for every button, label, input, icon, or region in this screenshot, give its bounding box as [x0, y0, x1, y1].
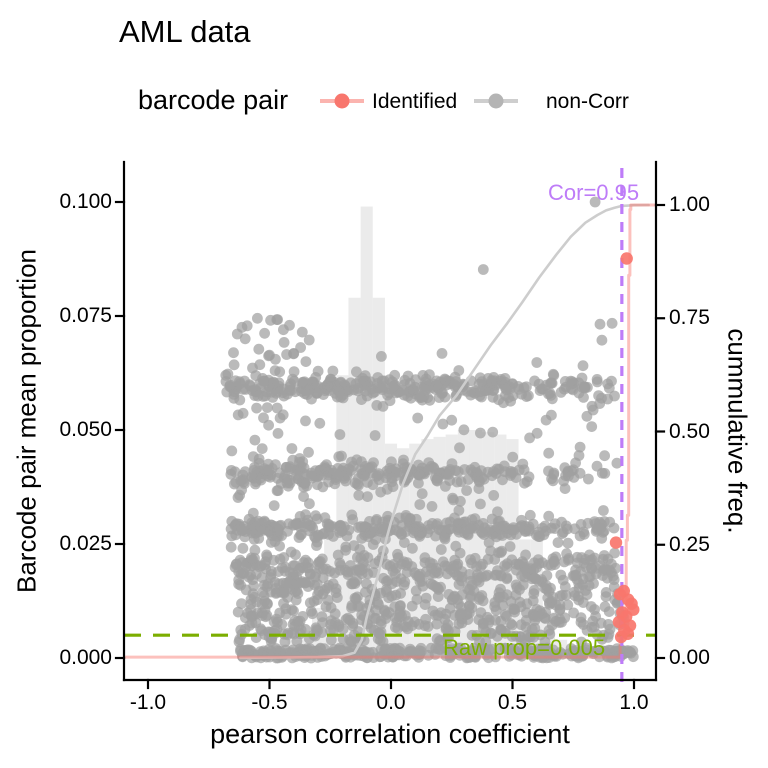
x-tick-label: 0.0 — [376, 691, 406, 714]
y-left-tick-label: 0.050 — [59, 418, 112, 441]
raw-prop-threshold-label: Raw prop=0.005 — [443, 635, 606, 660]
cor-threshold-label: Cor=0.95 — [548, 180, 640, 205]
threshold-lines — [124, 168, 656, 686]
y-left-axis-title: Barcode pair mean proportion — [11, 249, 42, 593]
x-axis-title: pearson correlation coefficient — [210, 719, 570, 749]
identified-points — [609, 252, 640, 644]
legend-key-identified-icon — [320, 93, 364, 109]
x-tick-label: -1.0 — [129, 691, 167, 714]
y-right-tick-label: 0.75 — [669, 306, 710, 330]
y-right-tick-label: 0.25 — [669, 532, 710, 556]
axis-lines — [114, 160, 666, 690]
y-left-tick-label: 0.025 — [59, 532, 112, 555]
x-tick-label: 0.5 — [497, 691, 528, 714]
y-right-tick-label: 1.00 — [669, 193, 710, 216]
y-left-tick-label: 0.000 — [59, 646, 112, 669]
legend-key-noncorr-icon — [474, 93, 518, 109]
legend-label-noncorr: non-Corr — [546, 90, 629, 113]
legend-label-identified: Identified — [372, 90, 458, 113]
noncorr-points — [220, 196, 639, 664]
y-left-tick-label: 0.075 — [59, 304, 112, 327]
legend-title: barcode pair — [138, 85, 289, 115]
y-right-tick-label: 0.50 — [669, 419, 710, 443]
y-right-tick-label: 0.00 — [669, 646, 710, 669]
legend: barcode pair Identified non-Corr — [0, 82, 768, 120]
y-right-axis-title: cummulative freq. — [722, 328, 753, 534]
x-tick-label: -0.5 — [251, 691, 288, 714]
chart-title: AML data — [119, 14, 251, 49]
y-left-tick-label: 0.100 — [59, 190, 112, 213]
x-tick-label: 1.0 — [619, 691, 649, 714]
